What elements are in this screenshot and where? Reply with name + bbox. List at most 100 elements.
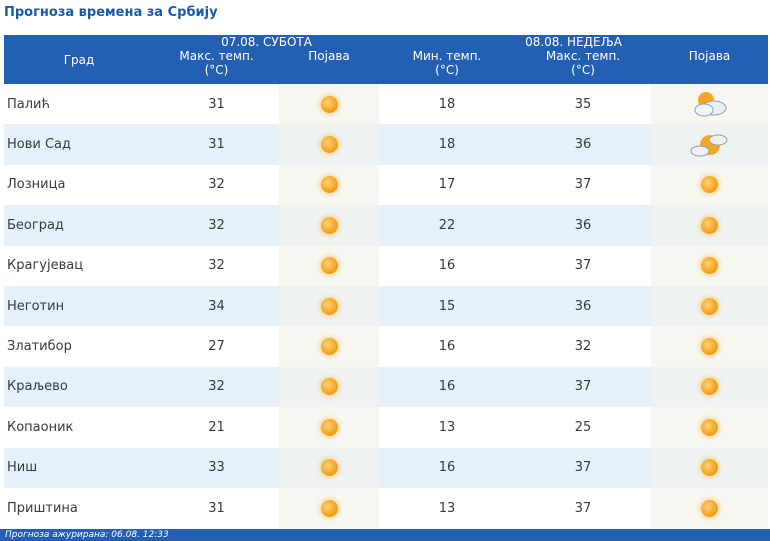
day2-max-temp: 36 <box>515 124 652 165</box>
day2-max-temp: 32 <box>574 339 592 355</box>
day2-max-temp: 36 <box>515 285 652 327</box>
day1-max-temp: 32 <box>208 258 225 274</box>
day2-max-temp: 37 <box>574 177 592 193</box>
day2-min-temp: 16 <box>379 366 516 408</box>
column-header-day1-phenomenon: Појава <box>279 49 380 84</box>
day1-max-temp: 32 <box>208 177 225 193</box>
day2-phenomenon <box>651 366 769 408</box>
day2-phenomenon <box>651 205 769 246</box>
day2-max-temp: 37 <box>574 500 592 516</box>
day2-max-temp: 37 <box>574 258 592 274</box>
day2-min-temp: 13 <box>438 500 456 516</box>
sun-icon <box>701 418 719 436</box>
table-row: Копаоник 21 13 25 <box>4 407 769 448</box>
sun-icon <box>701 459 719 477</box>
day2-phenomenon <box>651 447 769 488</box>
day2-min-temp: 18 <box>438 96 456 112</box>
day2-phenomenon <box>651 245 769 286</box>
day2-max-temp: 37 <box>515 366 652 408</box>
day1-max-temp: 27 <box>208 339 225 355</box>
city-name: Ниш <box>4 447 154 488</box>
day2-min-temp: 16 <box>438 339 456 355</box>
column-header-day2-min: Мин. темп. (°C) <box>379 49 516 84</box>
update-timestamp: Прогноза ажурирана: 06.08. 12:33 <box>5 530 169 540</box>
day2-min-temp: 16 <box>379 447 516 488</box>
sun-icon <box>701 216 719 234</box>
day1-max-temp: 34 <box>154 285 279 327</box>
column-header-city: Град <box>4 35 154 84</box>
day1-phenomenon <box>279 366 380 408</box>
city-name: Лозница <box>7 177 66 193</box>
column-header-day2-phenomenon: Појава <box>651 49 769 84</box>
sun-icon <box>320 216 338 234</box>
table-row: Палић 31 18 35 <box>4 84 769 125</box>
day2-max-temp: 37 <box>515 447 652 488</box>
sun-icon <box>701 176 719 194</box>
day1-phenomenon <box>279 285 380 327</box>
day1-phenomenon <box>279 407 380 448</box>
sun-icon <box>320 459 338 477</box>
sun-icon <box>320 176 338 194</box>
city-name: Крагујевац <box>7 258 84 274</box>
table-row: Неготин 34 15 36 <box>4 285 769 327</box>
day1-phenomenon <box>279 447 380 488</box>
day2-phenomenon <box>651 285 769 327</box>
day1-max-temp: 31 <box>154 124 279 165</box>
day2-phenomenon <box>651 124 769 165</box>
sun-icon <box>320 378 338 396</box>
sun-icon <box>320 338 338 356</box>
sun-cloud-icon <box>690 134 728 157</box>
table-row: Ниш 33 16 37 <box>4 447 769 488</box>
city-name: Краљево <box>4 366 154 408</box>
column-header-day2-max: Макс. темп. (°C) <box>515 49 652 84</box>
city-name: Златибор <box>7 339 72 355</box>
day2-min-temp: 18 <box>379 124 516 165</box>
day2-min-temp: 13 <box>438 419 456 435</box>
day1-max-temp: 32 <box>154 366 279 408</box>
sun-icon <box>320 257 338 275</box>
sun-icon <box>320 418 338 436</box>
forecast-table: Град 07.08. СУБОТА 08.08. НЕДЕЉА Макс. т… <box>4 35 769 529</box>
day1-phenomenon <box>279 245 380 286</box>
day1-phenomenon <box>279 487 380 529</box>
table-row: Приштина 31 13 37 <box>4 487 769 529</box>
day2-max-temp: 25 <box>574 419 592 435</box>
city-name: Копаоник <box>7 419 74 435</box>
city-name: Неготин <box>4 285 154 327</box>
column-header-day1-max: Макс. темп. (°C) <box>154 49 279 84</box>
sun-icon <box>701 378 719 396</box>
city-name: Нови Сад <box>4 124 154 165</box>
day1-phenomenon <box>279 84 380 125</box>
sun-icon <box>701 297 719 315</box>
table-row: Крагујевац 32 16 37 <box>4 245 769 286</box>
table-row: Златибор 27 16 32 <box>4 326 769 367</box>
day2-phenomenon <box>651 84 769 125</box>
day2-max-temp: 36 <box>515 205 652 246</box>
page-title: Прогноза времена за Србију <box>4 5 218 20</box>
day1-max-temp: 21 <box>208 419 225 435</box>
partly-cloudy-icon <box>694 92 727 117</box>
day1-phenomenon <box>279 164 380 206</box>
sun-icon <box>320 136 338 154</box>
day2-min-temp: 17 <box>438 177 456 193</box>
day1-max-temp: 33 <box>154 447 279 488</box>
day2-min-temp: 22 <box>379 205 516 246</box>
day2-max-temp: 35 <box>574 96 592 112</box>
day1-max-temp: 32 <box>154 205 279 246</box>
table-row: Краљево 32 16 37 <box>4 366 769 408</box>
table-row: Београд 32 22 36 <box>4 205 769 246</box>
sun-icon <box>320 297 338 315</box>
day1-max-temp: 31 <box>208 500 225 516</box>
table-row: Лозница 32 17 37 <box>4 164 769 206</box>
table-row: Нови Сад 31 18 36 <box>4 124 769 165</box>
sun-icon <box>701 257 719 275</box>
day2-min-temp: 15 <box>379 285 516 327</box>
footer-bar: Прогноза ажурирана: 06.08. 12:33 <box>0 529 770 541</box>
day2-min-temp: 16 <box>438 258 456 274</box>
day1-phenomenon <box>279 205 380 246</box>
city-name: Београд <box>4 205 154 246</box>
day1-phenomenon <box>279 124 380 165</box>
sun-icon <box>701 338 719 356</box>
city-name: Приштина <box>7 500 78 516</box>
day2-phenomenon <box>651 487 769 529</box>
